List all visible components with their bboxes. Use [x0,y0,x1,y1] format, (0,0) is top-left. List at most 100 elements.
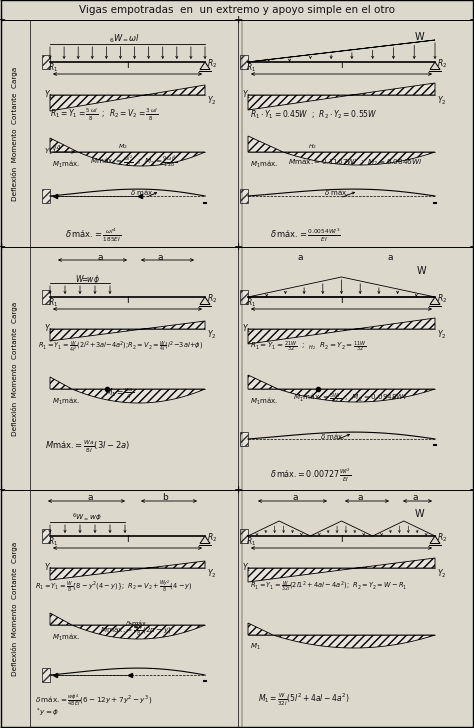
Text: +: + [0,485,6,495]
Text: $R_1\cdot Y_1=0.45W$  ;  $R_2\cdot Y_2=0.55W$: $R_1\cdot Y_1=0.45W$ ; $R_2\cdot Y_2=0.5… [250,108,378,122]
Text: $M_1$: $M_1$ [250,642,261,652]
Text: $R_2$: $R_2$ [207,293,217,305]
Text: a: a [157,253,163,261]
Text: l: l [340,535,343,544]
Polygon shape [248,83,435,110]
Text: $^* y=\phi$: $^* y=\phi$ [35,707,60,719]
Text: $Y_1$: $Y_1$ [44,562,54,574]
Text: $\delta$ máx.: $\delta$ máx. [320,431,345,441]
Text: $R_2$: $R_2$ [437,531,447,545]
Text: a: a [357,494,363,502]
Text: $R_2$: $R_2$ [437,58,447,70]
Text: $R_1$: $R_1$ [246,297,256,309]
Text: $M$máx.$=\frac{W\phi}{8}(2n-y)$: $M$máx.$=\frac{W\phi}{8}(2n-y)$ [100,623,172,638]
Text: $\delta\,\text{máx.}=\frac{\omega l^4}{185EI}$: $\delta\,\text{máx.}=\frac{\omega l^4}{1… [65,226,121,244]
Polygon shape [78,152,205,166]
Text: $R_2$: $R_2$ [207,58,217,70]
Text: $Y_1$: $Y_1$ [44,89,54,101]
Polygon shape [50,85,205,111]
Text: $H_2$: $H_2$ [308,143,317,151]
Text: $R_1$: $R_1$ [48,536,58,548]
Text: $R_1=Y_1=\frac{W}{4l^2}(2l^2\!+\!3al\!-\!4a^2)$;$R_2=V_2=\frac{W}{4l}(l^2\!-\!3a: $R_1=Y_1=\frac{W}{4l^2}(2l^2\!+\!3al\!-\… [38,339,203,355]
Text: $M_1$máx.: $M_1$máx. [250,159,278,170]
Text: $R_1$: $R_1$ [48,62,58,74]
Polygon shape [50,561,205,580]
Text: $Y_1$: $Y_1$ [44,323,54,336]
Text: $R_1=Y_1=\frac{W}{32l}(2l1^2+4al-4a^2)$;  $R_2=Y_2=W-R_1$: $R_1=Y_1=\frac{W}{32l}(2l1^2+4al-4a^2)$;… [250,580,408,594]
Text: +: + [468,485,474,495]
Text: $Y_2$: $Y_2$ [437,95,447,107]
Text: l: l [340,61,343,70]
Text: $W\!\!=\!\!w\phi$: $W\!\!=\!\!w\phi$ [75,272,100,285]
Polygon shape [283,152,435,165]
Polygon shape [50,138,78,152]
Text: a: a [292,494,298,502]
Bar [240,432,248,446]
Polygon shape [278,389,435,402]
Text: W: W [415,509,425,519]
Text: l: l [126,296,129,305]
Text: $\delta$ máx.: $\delta$ máx. [324,187,349,197]
Text: $Y_1$: $Y_1$ [242,562,252,574]
Text: +: + [468,242,474,252]
Text: Deflexión  Momento  Cortante  Carga: Deflexión Momento Cortante Carga [11,66,18,201]
Text: $M_1$máx.: $M_1$máx. [52,159,80,170]
Text: $R_1=Y_1=\frac{21W}{32}$  ;  $_{H_2}$  $R_2=Y_2=\frac{11W}{32}$: $R_1=Y_1=\frac{21W}{32}$ ; $_{H_2}$ $R_2… [250,340,367,354]
Text: $R_2$: $R_2$ [207,531,217,545]
Text: +: + [0,242,6,252]
Text: $_6W_=\omega l$: $_6W_=\omega l$ [109,33,141,45]
Text: W: W [415,32,425,42]
Text: $\delta\,\text{máx.}=\frac{0.0054Wl^3}{EI}$: $\delta\,\text{máx.}=\frac{0.0054Wl^3}{E… [270,226,341,244]
Text: $M_2$: $M_2$ [118,143,128,151]
Text: l: l [340,296,343,305]
Bar [42,189,50,203]
Text: b: b [162,494,168,502]
Text: a: a [412,494,418,502]
Text: $R_1=Y_1=\frac{W}{8}\{8-y^2(4-y)\}$;  $R_2=V_2+\frac{Wy^2}{8}(4-y)$: $R_1=Y_1=\frac{W}{8}\{8-y^2(4-y)\}$; $R_… [35,578,193,594]
Polygon shape [72,389,205,403]
Bar [240,189,248,203]
Text: $M_1=\frac{W}{32l}(5l^2+4al-4a^2)$: $M_1=\frac{W}{32l}(5l^2+4al-4a^2)$ [258,692,349,708]
Text: $Y_2$: $Y_2$ [207,329,217,341]
Polygon shape [72,625,205,639]
Text: $\delta\,\text{máx.}=\frac{w\phi^4}{48EI}(6-12y+7y^2-y^3)$: $\delta\,\text{máx.}=\frac{w\phi^4}{48EI… [35,692,152,708]
Text: +: + [233,242,243,252]
Polygon shape [248,136,283,152]
Polygon shape [50,321,205,341]
Text: $\delta\,\text{máx.}=0.00727\frac{Wl^2}{EI}$: $\delta\,\text{máx.}=0.00727\frac{Wl^2}{… [270,467,351,483]
Text: $\delta$ máx.: $\delta$ máx. [125,618,149,628]
Text: $R_2$: $R_2$ [437,293,447,305]
Text: $M_1$máx.$=\frac{5Wl}{32}$  ;  $M_2=0.0948Wl$: $M_1$máx.$=\frac{5Wl}{32}$ ; $M_2=0.0948… [293,392,407,406]
Bar [42,290,50,304]
Text: $Y_1$: $Y_1$ [44,147,53,157]
Text: a: a [297,253,303,261]
Text: $M_1=\frac{wa}{4}$: $M_1=\frac{wa}{4}$ [105,387,134,401]
Bar [42,668,50,682]
Text: Deflexión  Momento  Cortante  Carga: Deflexión Momento Cortante Carga [11,301,18,435]
Text: l: l [126,61,129,70]
Polygon shape [248,375,278,389]
Bar [240,290,248,304]
Text: $M$máx.$=\frac{\omega l^2}{8}$  ;  $M_2=\frac{9\,\omega l^2}{128}$: $M$máx.$=\frac{\omega l^2}{8}$ ; $M_2=\f… [90,154,177,170]
Text: l/4: l/4 [52,145,61,151]
Text: $Y_2$: $Y_2$ [437,568,447,580]
Text: $M$máx.$=\frac{Wa}{8l}(3l-2a)$: $M$máx.$=\frac{Wa}{8l}(3l-2a)$ [45,439,130,455]
Text: +: + [233,485,243,495]
Text: $Y_2$: $Y_2$ [437,329,447,341]
Text: $R_1$: $R_1$ [246,536,256,548]
Text: $M_1$máx.: $M_1$máx. [52,395,80,407]
Text: +: + [0,15,6,25]
Text: +: + [468,15,474,25]
Polygon shape [50,613,72,625]
Text: +: + [233,15,243,25]
Bar [240,529,248,543]
Text: a: a [387,253,393,261]
Text: l: l [126,535,129,544]
Bar [42,529,50,543]
Text: $R_1=Y_1=\frac{5\,\omega l}{8}$  ;  $R_2=V_2=\frac{3\,\omega l}{8}$: $R_1=Y_1=\frac{5\,\omega l}{8}$ ; $R_2=V… [50,107,158,123]
Bar [240,55,248,69]
Text: $Y_2$: $Y_2$ [207,568,217,580]
Text: $M$máx.$=0.1167Wl$  ;  $M_2=0.0846Wl$: $M$máx.$=0.1167Wl$ ; $M_2=0.0846Wl$ [288,157,423,167]
Polygon shape [248,623,273,635]
Text: $^6W_=w\phi$: $^6W_=w\phi$ [72,512,101,524]
